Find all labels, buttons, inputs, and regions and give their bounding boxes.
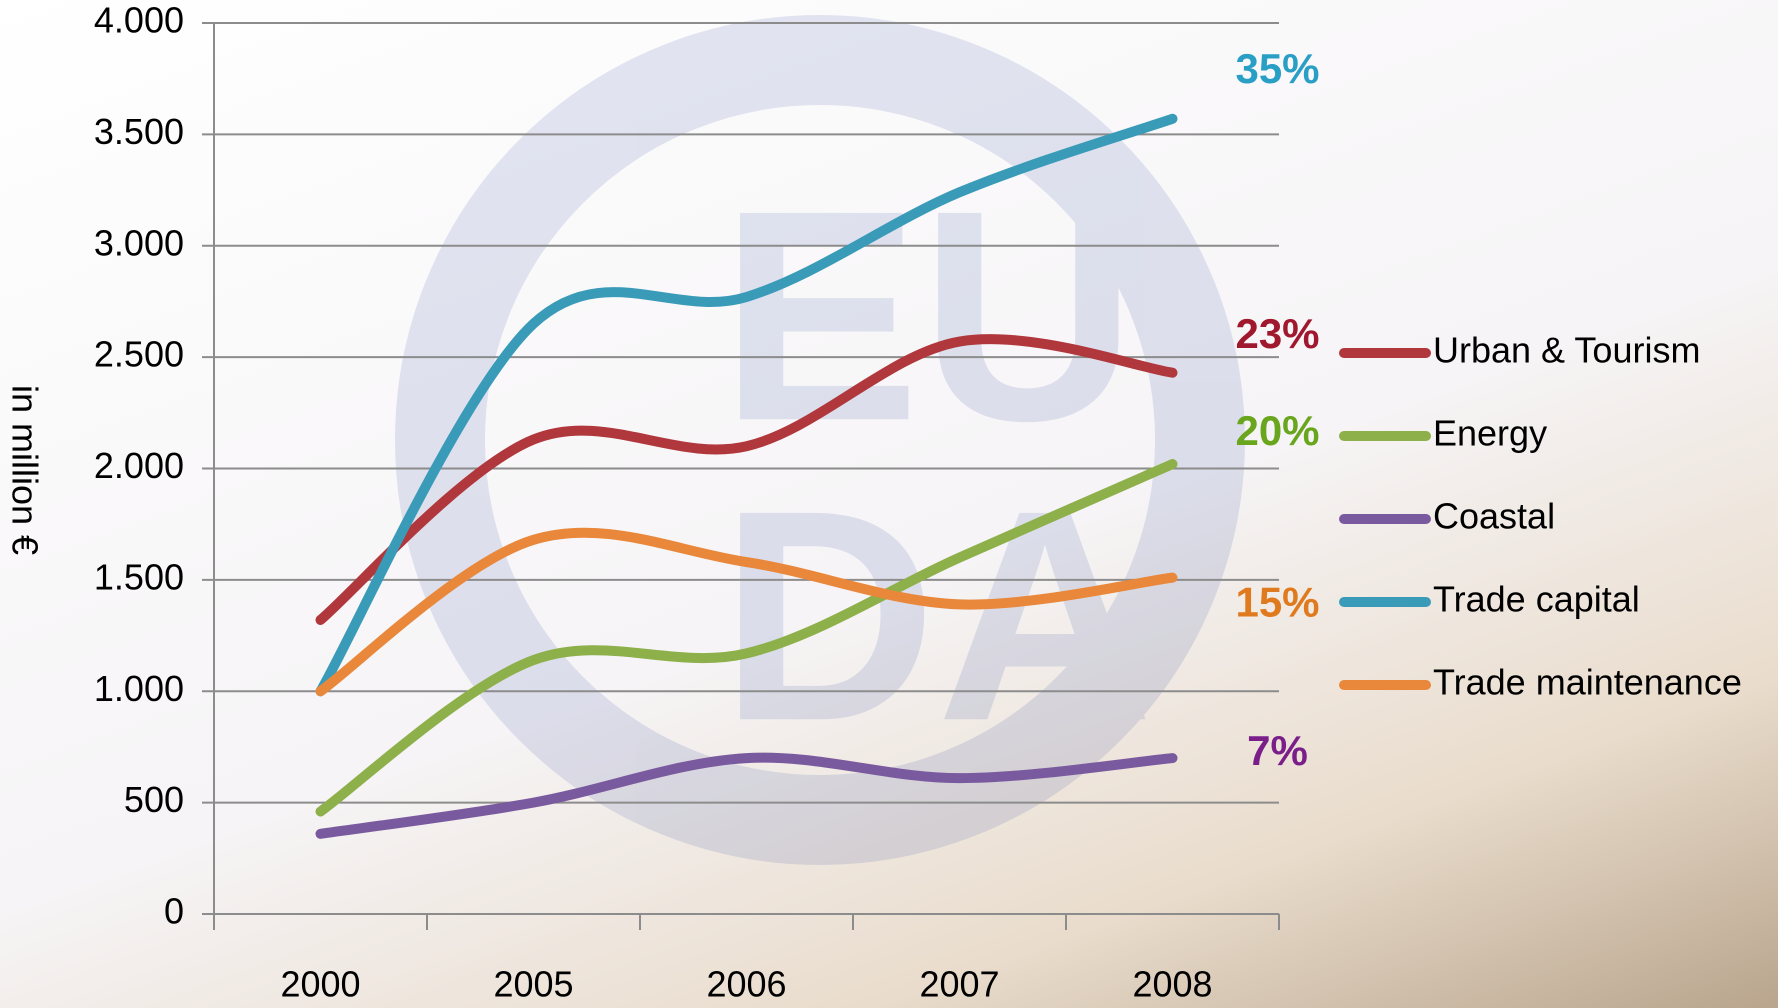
y-tick-label: 1.500 <box>94 556 184 597</box>
y-tick-label: 3.000 <box>94 222 184 263</box>
legend-label: Urban & Tourism <box>1433 330 1700 371</box>
end-label: 15% <box>1235 579 1319 626</box>
legend-label: Trade maintenance <box>1433 662 1742 703</box>
legend-label: Coastal <box>1433 496 1555 537</box>
x-tick-label: 2006 <box>706 964 786 1005</box>
end-label: 35% <box>1235 45 1319 92</box>
y-tick-label: 2.500 <box>94 334 184 375</box>
x-tick-label: 2000 <box>280 964 360 1005</box>
y-tick-label: 4.000 <box>94 0 184 41</box>
end-label: 23% <box>1235 310 1319 357</box>
legend-label: Energy <box>1433 413 1547 454</box>
series-line <box>315 752 1178 839</box>
y-axis-label: in million € <box>4 385 45 555</box>
watermark: EU DA <box>395 15 1245 865</box>
y-tick-label: 500 <box>124 779 184 820</box>
legend-label: Trade capital <box>1433 579 1640 620</box>
x-tick-label: 2007 <box>919 964 999 1005</box>
end-label: 7% <box>1247 727 1308 774</box>
series-line <box>315 113 1178 697</box>
series-line <box>315 527 1178 697</box>
end-label: 20% <box>1235 407 1319 454</box>
y-tick-label: 0 <box>164 891 184 932</box>
series-line <box>315 334 1178 625</box>
y-tick-label: 2.000 <box>94 445 184 486</box>
x-tick-label: 2005 <box>493 964 573 1005</box>
x-tick-label: 2008 <box>1132 964 1212 1005</box>
y-tick-label: 3.500 <box>94 111 184 152</box>
y-tick-label: 1.000 <box>94 668 184 709</box>
series-line <box>315 459 1178 817</box>
